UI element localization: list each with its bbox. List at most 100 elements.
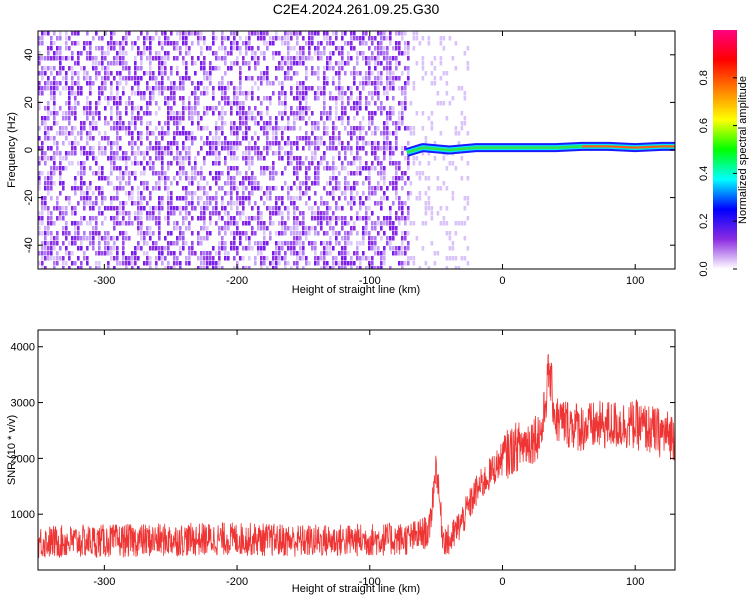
spectrogram-noise-cell	[392, 176, 395, 181]
spectrogram-noise-cell	[311, 126, 314, 131]
spectrogram-noise-cell	[143, 36, 146, 41]
spectrogram-noise-cell	[167, 141, 170, 146]
spectrogram-noise-cell	[143, 261, 146, 266]
spectrogram-noise-cell	[359, 256, 362, 261]
spectrogram-noise-cell	[430, 61, 434, 66]
spectrogram-noise-cell	[116, 191, 119, 196]
spectrogram-noise-cell	[386, 36, 389, 41]
spectrogram-noise-cell	[299, 136, 302, 141]
spectrogram-noise-cell	[89, 231, 92, 236]
spectrogram-noise-cell	[218, 226, 221, 231]
spectrogram-noise-cell	[359, 216, 362, 221]
spectrogram-noise-cell	[317, 31, 320, 36]
spectrogram-noise-cell	[451, 241, 455, 246]
spectrogram-noise-cell	[134, 76, 137, 81]
spectrogram-noise-cell	[89, 41, 92, 46]
spectrogram-noise-cell	[236, 101, 239, 106]
spectrogram-noise-cell	[466, 261, 470, 266]
spectrogram-noise-cell	[191, 131, 194, 136]
spectrogram-noise-cell	[200, 256, 203, 261]
spectrogram-noise-cell	[122, 216, 125, 221]
spectrogram-noise-cell	[377, 181, 380, 186]
spectrogram-noise-cell	[212, 31, 215, 36]
spectrogram-noise-cell	[164, 36, 167, 41]
spectrogram-noise-cell	[80, 236, 83, 241]
spectrogram-noise-cell	[311, 216, 314, 221]
spectrogram-noise-cell	[236, 156, 239, 161]
spectrogram-noise-cell	[398, 251, 401, 256]
spectrogram-noise-cell	[233, 151, 236, 156]
spectrogram-noise-cell	[442, 46, 446, 51]
spectrogram-noise-cell	[359, 101, 362, 106]
spectrogram-noise-cell	[137, 86, 140, 91]
spectrogram-noise-cell	[412, 86, 416, 91]
spectrogram-noise-cell	[170, 151, 173, 156]
spectrogram-noise-cell	[248, 141, 251, 146]
spectrogram-noise-cell	[146, 201, 149, 206]
spectrogram-noise-cell	[77, 161, 80, 166]
spectrogram-noise-cell	[98, 141, 101, 146]
spectrogram-noise-cell	[170, 86, 173, 91]
spectrogram-noise-cell	[95, 266, 98, 269]
spectrogram-noise-cell	[134, 261, 137, 266]
spectrogram-noise-cell	[164, 131, 167, 136]
spectrogram-noise-cell	[248, 191, 251, 196]
spectrogram-noise-cell	[200, 196, 203, 201]
spectrogram-noise-cell	[47, 211, 50, 216]
spectrogram-noise-cell	[224, 181, 227, 186]
spectrogram-noise-cell	[409, 181, 413, 186]
spectrogram-noise-cell	[146, 211, 149, 216]
spectrogram-noise-cell	[442, 36, 446, 41]
spectrogram-noise-cell	[230, 151, 233, 156]
spectrogram-noise-cell	[62, 116, 65, 121]
spectrogram-noise-cell	[230, 206, 233, 211]
spectrogram-noise-cell	[197, 216, 200, 221]
spectrogram-noise-cell	[245, 196, 248, 201]
spectrogram-noise-cell	[104, 216, 107, 221]
spectrogram-noise-cell	[155, 246, 158, 251]
spectrogram-noise-cell	[227, 221, 230, 226]
spectrogram-noise-cell	[266, 266, 269, 269]
spectrogram-noise-cell	[134, 71, 137, 76]
spectrogram-noise-cell	[224, 241, 227, 246]
spectrogram-noise-cell	[218, 246, 221, 251]
spectrogram-noise-cell	[83, 166, 86, 171]
spectrogram-noise-cell	[314, 171, 317, 176]
spectrogram-noise-cell	[296, 61, 299, 66]
spectrogram-noise-cell	[38, 136, 41, 141]
spectrogram-noise-cell	[107, 96, 110, 101]
spectrogram-noise-cell	[433, 81, 437, 86]
spectrogram-noise-cell	[344, 106, 347, 111]
spectrogram-noise-cell	[230, 46, 233, 51]
spectrogram-noise-cell	[74, 81, 77, 86]
spectrogram-noise-cell	[134, 211, 137, 216]
spectrogram-noise-cell	[149, 51, 152, 56]
spectrogram-noise-cell	[80, 86, 83, 91]
spectrogram-noise-cell	[308, 41, 311, 46]
spectrogram-noise-cell	[326, 211, 329, 216]
spectrogram-noise-cell	[383, 36, 386, 41]
spectrogram-noise-cell	[182, 36, 185, 41]
spectrogram-noise-cell	[179, 196, 182, 201]
spectrogram-noise-cell	[218, 231, 221, 236]
spectrogram-noise-cell	[197, 201, 200, 206]
spectrogram-noise-cell	[308, 56, 311, 61]
spectrogram-noise-cell	[221, 81, 224, 86]
spectrogram-noise-cell	[323, 91, 326, 96]
spectrogram-noise-cell	[317, 96, 320, 101]
spectrogram-noise-cell	[119, 41, 122, 46]
spectrogram-noise-cell	[230, 241, 233, 246]
spectrogram-noise-cell	[287, 126, 290, 131]
spectrogram-noise-cell	[457, 221, 461, 226]
spectrogram-noise-cell	[248, 176, 251, 181]
spectrogram-noise-cell	[155, 241, 158, 246]
spectrogram-noise-cell	[299, 46, 302, 51]
spectrogram-noise-cell	[86, 111, 89, 116]
spectrogram-noise-cell	[74, 96, 77, 101]
spectrogram-noise-cell	[407, 176, 410, 181]
spectrogram-noise-cell	[371, 116, 374, 121]
spectrogram-noise-cell	[230, 141, 233, 146]
spectrogram-noise-cell	[371, 51, 374, 56]
spectrogram-noise-cell	[350, 161, 353, 166]
spectrogram-noise-cell	[212, 196, 215, 201]
